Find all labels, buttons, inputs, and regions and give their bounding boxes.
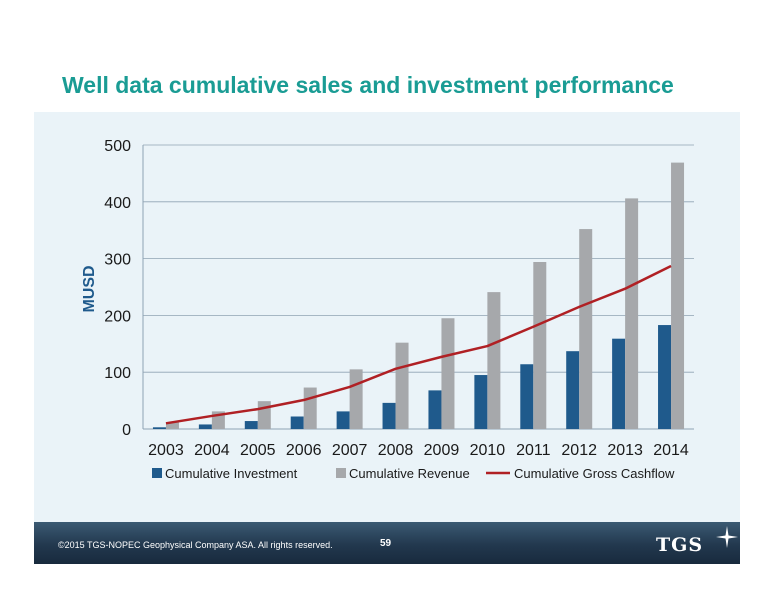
bar-cumulative-revenue — [303, 387, 317, 429]
y-tick-label: 100 — [104, 365, 131, 382]
y-axis-label: MUSD — [81, 265, 98, 312]
bar-cumulative-investment — [336, 411, 350, 429]
x-tick-label: 2008 — [378, 442, 414, 459]
bars — [152, 162, 685, 429]
legend-label: Cumulative Revenue — [349, 466, 470, 481]
bar-cumulative-investment — [566, 351, 580, 429]
bar-cumulative-revenue — [579, 229, 593, 429]
x-tick-label: 2010 — [470, 442, 506, 459]
legend-swatch — [336, 468, 346, 478]
y-tick-label: 300 — [104, 252, 131, 269]
bar-cumulative-revenue — [165, 422, 179, 429]
y-tick-labels: 0 100 200 300 400 500 — [104, 138, 131, 439]
legend: Cumulative Investment Cumulative Revenue C… — [152, 466, 675, 481]
x-tick-label: 2014 — [653, 442, 689, 459]
bar-cumulative-revenue — [533, 262, 547, 429]
x-tick-label: 2004 — [194, 442, 230, 459]
x-tick-label: 2009 — [424, 442, 460, 459]
footer-banner: ©2015 TGS-NOPEC Geophysical Company ASA.… — [34, 522, 740, 564]
x-tick-label: 2006 — [286, 442, 322, 459]
y-tick-label: 400 — [104, 195, 131, 212]
legend-label: Cumulative Gross Cashflow — [514, 466, 675, 481]
bar-cumulative-revenue — [441, 318, 455, 429]
bar-cumulative-investment — [290, 416, 304, 429]
bar-cumulative-revenue — [487, 292, 501, 429]
series-line — [165, 264, 672, 425]
bar-cumulative-revenue — [671, 162, 685, 429]
bar-cumulative-revenue — [349, 369, 363, 429]
copyright-text: ©2015 TGS-NOPEC Geophysical Company ASA.… — [58, 540, 333, 550]
bar-cumulative-investment — [612, 338, 626, 429]
y-tick-label: 200 — [104, 308, 131, 325]
bar-cumulative-investment — [244, 421, 258, 429]
x-tick-label: 2013 — [607, 442, 643, 459]
bar-cumulative-revenue — [395, 342, 409, 429]
x-tick-label: 2005 — [240, 442, 276, 459]
gridlines — [143, 144, 694, 373]
y-tick-label: 0 — [122, 422, 131, 439]
x-tick-label: 2003 — [148, 442, 184, 459]
legend-swatch — [152, 468, 162, 478]
bar-cumulative-investment — [428, 390, 442, 429]
chart-panel — [34, 112, 740, 522]
bar-cumulative-revenue — [625, 198, 639, 429]
legend-label: Cumulative Investment — [165, 466, 298, 481]
bar-cumulative-revenue — [257, 401, 271, 429]
page-number: 59 — [380, 538, 392, 549]
bar-cumulative-investment — [474, 375, 488, 429]
cashflow-line — [165, 264, 672, 425]
x-tick-label: 2007 — [332, 442, 368, 459]
bar-cumulative-investment — [520, 364, 534, 429]
x-tick-label: 2012 — [561, 442, 597, 459]
bar-cumulative-investment — [198, 424, 212, 429]
bar-cumulative-investment — [658, 325, 672, 429]
x-tick-labels: 2003 2004 2005 2006 2007 2008 2009 2010 2011 2012… — [148, 442, 689, 459]
tgs-logo: TGS — [656, 534, 704, 556]
x-tick-label: 2011 — [516, 442, 551, 459]
compass-star-icon — [716, 526, 738, 548]
slide-title: Well data cumulative sales and investmen… — [62, 72, 674, 98]
y-tick-label: 500 — [104, 138, 131, 155]
bar-cumulative-investment — [382, 402, 396, 429]
bar-cumulative-investment — [152, 427, 166, 429]
